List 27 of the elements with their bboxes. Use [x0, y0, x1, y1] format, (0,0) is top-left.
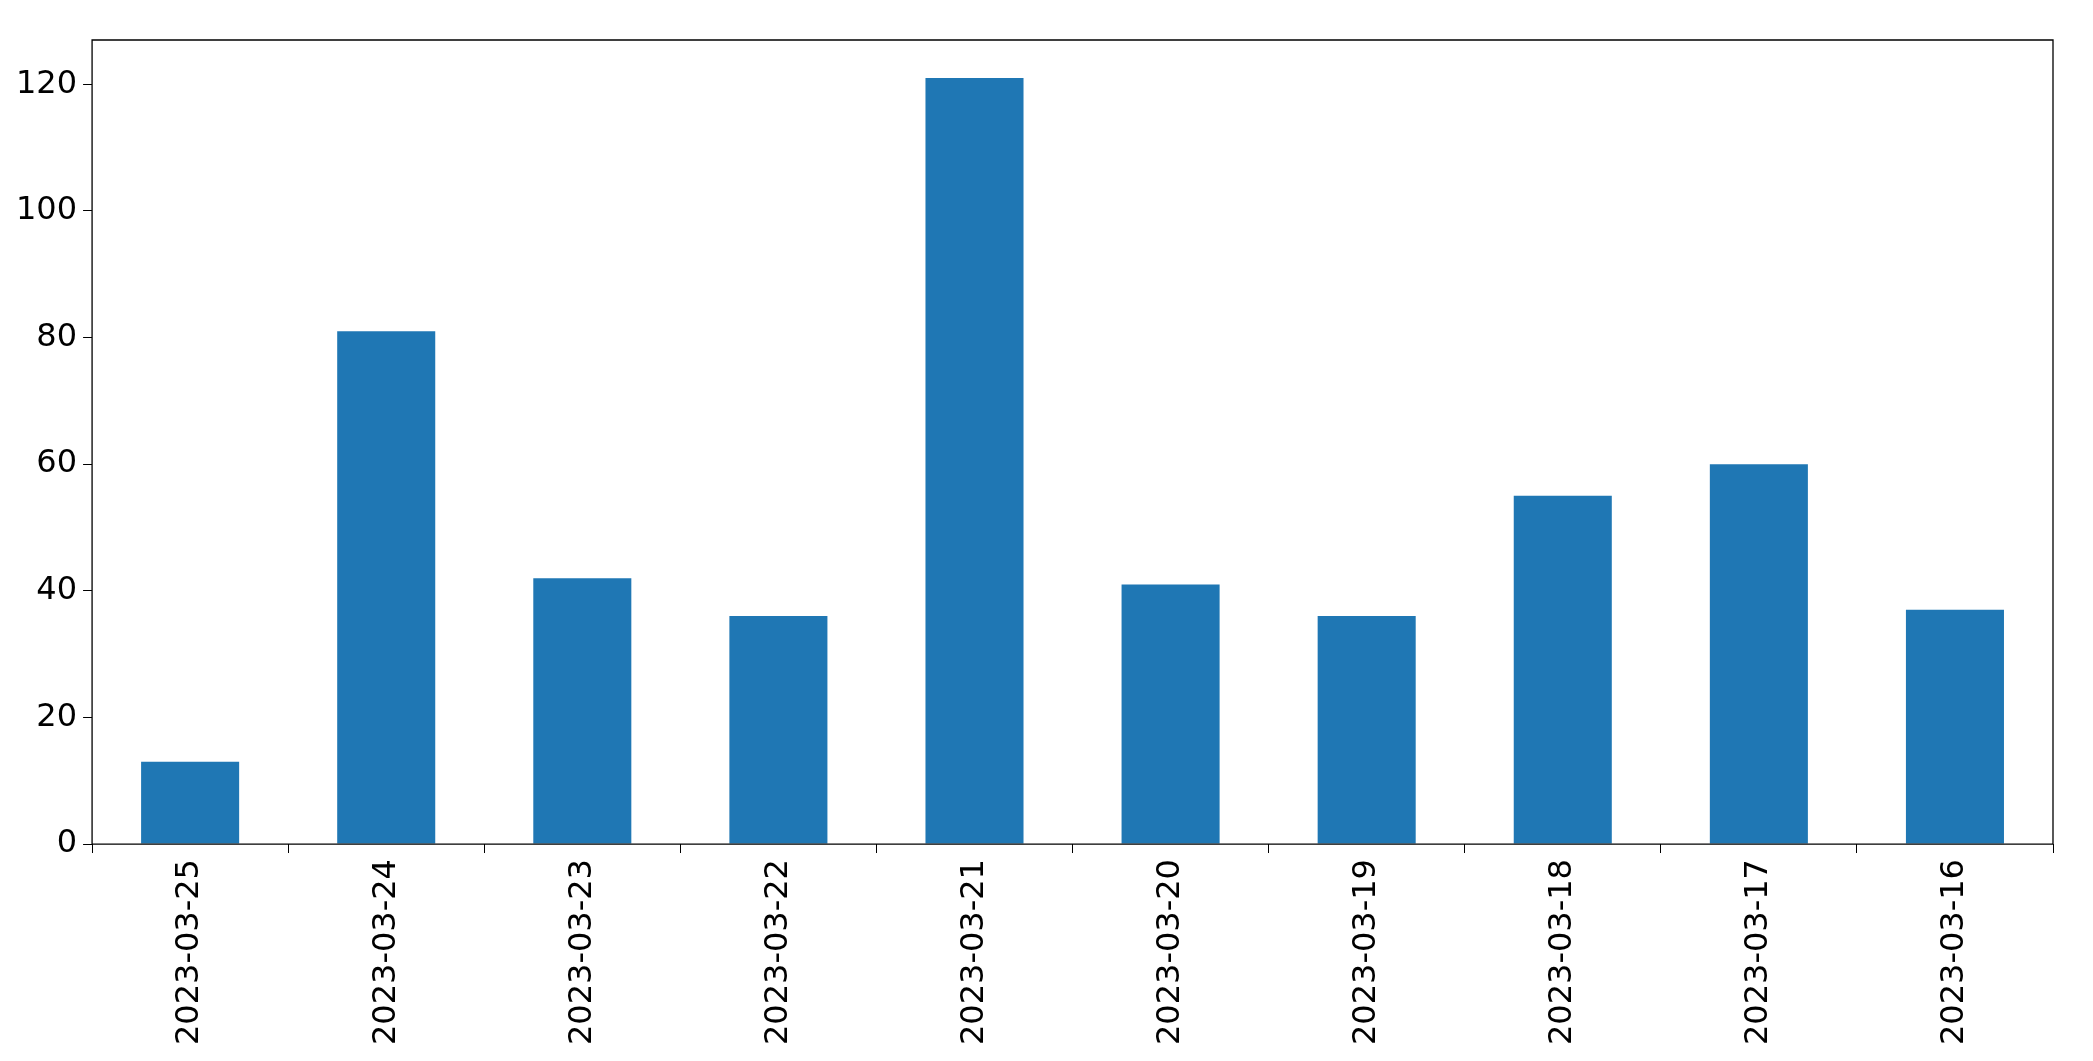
x-tick-label: 2023-03-17 [1737, 859, 1776, 1045]
bar [1905, 609, 2004, 844]
y-tick-label: 60 [36, 442, 78, 481]
y-tick-label: 120 [16, 62, 78, 101]
bar [141, 761, 240, 844]
bar [925, 77, 1024, 844]
bar [337, 331, 436, 844]
bar [1513, 495, 1612, 844]
x-tick-label: 2023-03-23 [560, 859, 599, 1045]
x-tick-label: 2023-03-25 [168, 859, 207, 1045]
x-tick-label: 2023-03-18 [1541, 859, 1580, 1045]
bar [533, 578, 632, 844]
y-tick-label: 80 [36, 315, 78, 354]
x-tick-label: 2023-03-21 [952, 859, 991, 1045]
x-tick-label: 2023-03-22 [756, 859, 795, 1045]
x-tick-label: 2023-03-19 [1344, 859, 1383, 1045]
bar [1121, 584, 1220, 844]
y-tick-label: 20 [36, 695, 78, 734]
y-tick-label: 40 [36, 569, 78, 608]
x-tick-label: 2023-03-20 [1148, 859, 1187, 1045]
bar [1317, 616, 1416, 844]
bar [1709, 464, 1808, 844]
x-tick-label: 2023-03-24 [364, 859, 403, 1045]
bar [729, 616, 828, 844]
x-tick-label: 2023-03-16 [1933, 859, 1972, 1045]
y-tick-label: 0 [56, 822, 78, 861]
y-tick-label: 100 [16, 189, 78, 228]
